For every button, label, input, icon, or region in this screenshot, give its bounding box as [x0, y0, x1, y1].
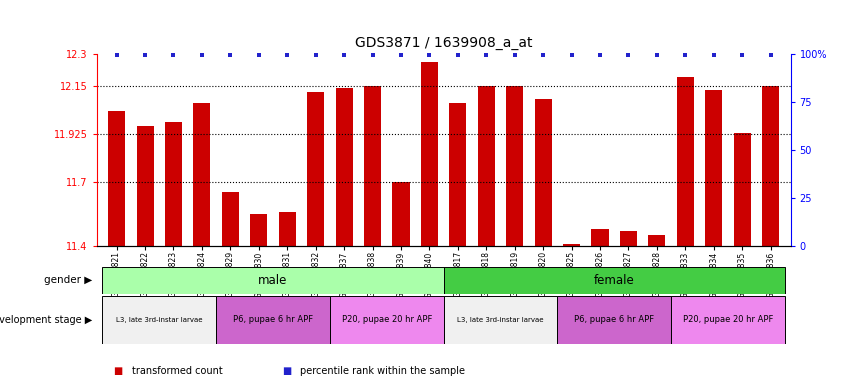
Text: P6, pupae 6 hr APF: P6, pupae 6 hr APF [574, 315, 654, 324]
Bar [706, 90, 722, 246]
Bar [563, 243, 580, 246]
Bar [558, 296, 671, 344]
Bar [330, 296, 443, 344]
Bar [449, 103, 467, 246]
Bar [364, 86, 381, 246]
Bar [591, 229, 609, 246]
Bar [251, 214, 267, 246]
Bar [103, 296, 216, 344]
Bar [108, 111, 125, 246]
Bar [535, 99, 552, 246]
Bar [762, 86, 779, 246]
Text: transformed count: transformed count [132, 366, 223, 376]
Bar [420, 62, 438, 246]
Bar [278, 212, 296, 246]
Bar [165, 122, 182, 246]
Bar [193, 103, 210, 246]
Text: gender ▶: gender ▶ [45, 275, 93, 285]
Bar [216, 296, 330, 344]
Bar [620, 231, 637, 246]
Bar [506, 86, 523, 246]
Bar [307, 92, 324, 246]
Title: GDS3871 / 1639908_a_at: GDS3871 / 1639908_a_at [355, 36, 532, 50]
Bar [677, 77, 694, 246]
Text: P20, pupae 20 hr APF: P20, pupae 20 hr APF [341, 315, 432, 324]
Bar [478, 86, 495, 246]
Bar [444, 267, 785, 294]
Bar [733, 133, 751, 246]
Bar [222, 192, 239, 246]
Bar [444, 296, 558, 344]
Text: ■: ■ [114, 366, 123, 376]
Text: male: male [258, 274, 288, 287]
Text: female: female [594, 274, 635, 287]
Text: development stage ▶: development stage ▶ [0, 314, 93, 325]
Bar [136, 126, 154, 246]
Text: percentile rank within the sample: percentile rank within the sample [300, 366, 465, 376]
Text: ■: ■ [282, 366, 291, 376]
Text: L3, late 3rd-instar larvae: L3, late 3rd-instar larvae [458, 317, 544, 323]
Bar [648, 235, 665, 246]
Bar [393, 182, 410, 246]
Bar [336, 88, 352, 246]
Text: P20, pupae 20 hr APF: P20, pupae 20 hr APF [683, 315, 773, 324]
Bar [671, 296, 785, 344]
Text: L3, late 3rd-instar larvae: L3, late 3rd-instar larvae [116, 317, 203, 323]
Text: P6, pupae 6 hr APF: P6, pupae 6 hr APF [233, 315, 313, 324]
Bar [103, 267, 444, 294]
